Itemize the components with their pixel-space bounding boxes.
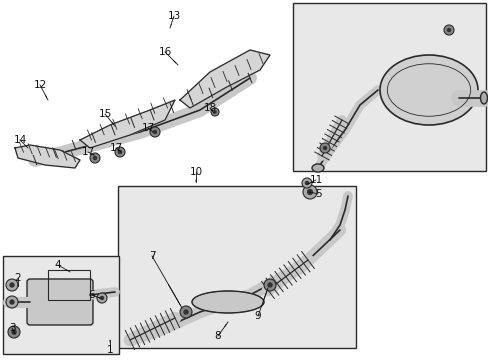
- Circle shape: [150, 127, 160, 137]
- Circle shape: [100, 296, 104, 300]
- Text: 2: 2: [15, 273, 21, 283]
- Circle shape: [267, 282, 272, 288]
- Circle shape: [8, 326, 20, 338]
- Ellipse shape: [480, 92, 487, 104]
- Polygon shape: [15, 145, 80, 168]
- Circle shape: [304, 181, 308, 185]
- Circle shape: [306, 189, 312, 195]
- Polygon shape: [180, 50, 269, 108]
- Ellipse shape: [311, 164, 324, 172]
- Text: 16: 16: [158, 47, 171, 57]
- Circle shape: [6, 279, 18, 291]
- Text: 15: 15: [98, 109, 111, 119]
- Circle shape: [322, 146, 326, 150]
- Circle shape: [118, 150, 122, 154]
- Text: 17: 17: [109, 143, 122, 153]
- Text: 4: 4: [55, 260, 61, 270]
- Text: 12: 12: [33, 80, 46, 90]
- Text: 18: 18: [203, 103, 216, 113]
- Text: 10: 10: [189, 167, 202, 177]
- FancyBboxPatch shape: [27, 279, 93, 325]
- Circle shape: [152, 130, 157, 134]
- Circle shape: [115, 147, 125, 157]
- Circle shape: [180, 306, 192, 318]
- Text: 5: 5: [314, 189, 321, 199]
- Circle shape: [319, 143, 329, 153]
- Text: 6: 6: [88, 290, 95, 300]
- Text: 1: 1: [106, 345, 113, 355]
- Text: 7: 7: [148, 251, 155, 261]
- Bar: [118, 186, 355, 348]
- Circle shape: [90, 153, 100, 163]
- Circle shape: [97, 293, 107, 303]
- Bar: [292, 3, 485, 171]
- Text: 3: 3: [9, 323, 15, 333]
- Ellipse shape: [379, 55, 477, 125]
- Text: 8: 8: [214, 331, 221, 341]
- Circle shape: [9, 282, 15, 288]
- Circle shape: [11, 329, 17, 335]
- Circle shape: [183, 309, 188, 315]
- Circle shape: [302, 178, 311, 188]
- Bar: [3, 256, 119, 354]
- Circle shape: [303, 185, 316, 199]
- Circle shape: [6, 296, 18, 308]
- Text: 9: 9: [254, 311, 261, 321]
- Polygon shape: [80, 100, 175, 148]
- Circle shape: [210, 108, 219, 116]
- Text: 17: 17: [81, 147, 95, 157]
- Circle shape: [264, 279, 275, 291]
- Circle shape: [93, 156, 97, 160]
- Circle shape: [9, 299, 15, 305]
- Text: 13: 13: [167, 11, 180, 21]
- Circle shape: [446, 28, 450, 32]
- Text: 11: 11: [309, 175, 322, 185]
- Bar: [48, 270, 90, 300]
- Text: 17: 17: [141, 123, 154, 133]
- Circle shape: [443, 25, 453, 35]
- Text: 14: 14: [13, 135, 26, 145]
- Ellipse shape: [192, 291, 264, 313]
- Circle shape: [213, 110, 216, 114]
